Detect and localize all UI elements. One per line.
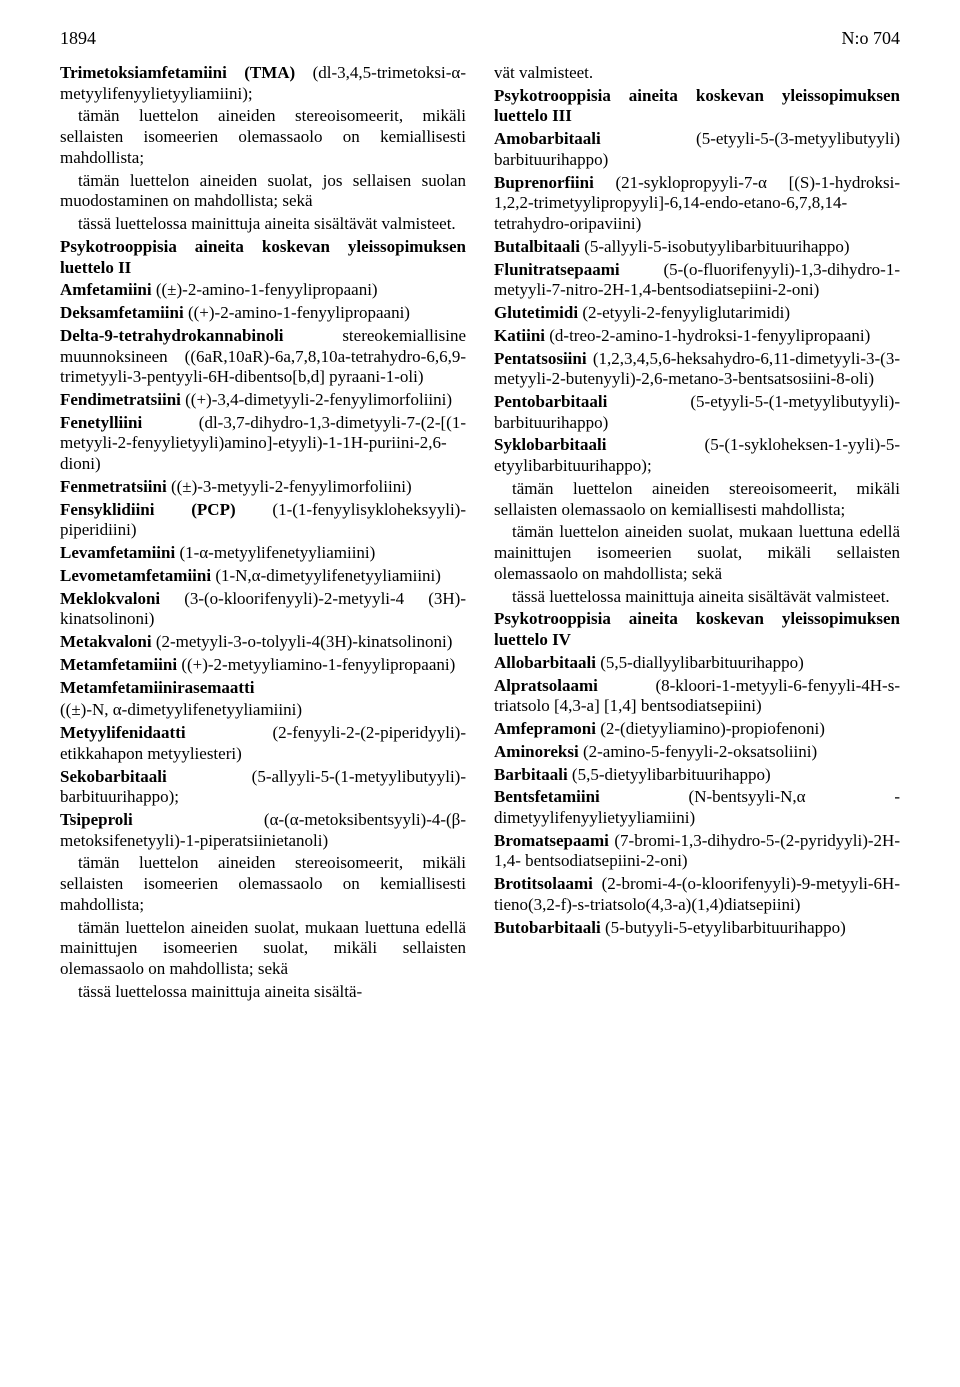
two-column-body: Trimetoksiamfetamiini (TMA) (dl-3,4,5-tr… [60,63,900,1005]
intro-line: tämän luettelon aineiden suolat, jos sel… [60,171,466,212]
list-item: Meklokvaloni (3-(o-kloorifenyyli)-2-mety… [60,589,466,630]
list-item: Fenetylliini (dl-3,7-dihydro-1,3-dimetyy… [60,413,466,475]
list-item: Amobarbitaali (5-etyyli-5-(3-metyylibuty… [494,129,900,170]
list-item: Metakvaloni (2-metyyli-3-o-tolyyli-4(3H)… [60,632,466,653]
list-item: Alpratsolaami (8-kloori-1-metyyli-6-feny… [494,676,900,717]
list-item: Pentobarbitaali (5-etyyli-5-(1-metyylibu… [494,392,900,433]
list-item: Butalbitaali (5-allyyli-5-isobutyylibarb… [494,237,900,258]
continuation-line: vät valmisteet. [494,63,900,84]
list-item: Katiini (d-treo-2-amino-1-hydroksi-1-fen… [494,326,900,347]
list-item: Metamfetamiinirasemaatti [60,678,466,699]
list-item: Metyylifenidaatti (2-fenyyli-2-(2-piperi… [60,723,466,764]
list-item: tässä luettelossa mainittuja aineita sis… [494,587,900,608]
list-item: tässä luettelossa mainittuja aineita sis… [60,982,466,1003]
intro-line: Trimetoksiamfetamiini (TMA) (dl-3,4,5-tr… [60,63,466,104]
list-item: tämän luettelon aineiden suolat, mukaan … [494,522,900,584]
list-item: Deksamfetamiini ((+)-2-amino-1-fenyylipr… [60,303,466,324]
list-item: Amfetamiini ((±)-2-amino-1-fenyylipropaa… [60,280,466,301]
list-item: Delta-9-tetrahydrokannabinoli stereokemi… [60,326,466,388]
page-number: 1894 [60,28,96,49]
list-item: Allobarbitaali (5,5-diallyylibarbituurih… [494,653,900,674]
list-item: ((±)-N, α-dimetyylifenetyyliamiini) [60,700,466,721]
intro-line: tämän luettelon aineiden stereoisomeerit… [60,106,466,168]
list-item: Fenmetratsiini ((±)-3-metyyli-2-fenyylim… [60,477,466,498]
page-header: 1894 N:o 704 [60,28,900,49]
list-item: Flunitratsepaami (5-(o-fluorifenyyli)-1,… [494,260,900,301]
list-item: Metamfetamiini ((+)-2-metyyliamino-1-fen… [60,655,466,676]
list-item: Fendimetratsiini ((+)-3,4-dimetyyli-2-fe… [60,390,466,411]
section-heading-ii: Psykotrooppisia aineita koskevan yleisso… [60,237,466,278]
list-item: Amfepramoni (2-(dietyyliamino)-propiofen… [494,719,900,740]
list-item: Levometamfetamiini (1-N,α-dimetyylifenet… [60,566,466,587]
list-item: tämän luettelon aineiden suolat, mukaan … [60,918,466,980]
list-item: Tsipeproli (α-(α-metoksibentsyyli)-4-(β-… [60,810,466,851]
list-item: Pentatsosiini (1,2,3,4,5,6-heksahydro-6,… [494,349,900,390]
list-item: Syklobarbitaali (5-(1-sykloheksen-1-yyli… [494,435,900,476]
list-item: Brotitsolaami (2-bromi-4-(o-kloorifenyyl… [494,874,900,915]
list-item: tämän luettelon aineiden stereoisomeerit… [494,479,900,520]
list-item: Bentsfetamiini (N-bentsyyli-N,α -dimetyy… [494,787,900,828]
list-item: Bromatsepaami (7-bromi-1,3-dihydro-5-(2-… [494,831,900,872]
left-column: Trimetoksiamfetamiini (TMA) (dl-3,4,5-tr… [60,63,466,1005]
list-item: Fensyklidiini (PCP) (1-(1-fenyylisyklohe… [60,500,466,541]
list-item: Glutetimidi (2-etyyli-2-fenyyliglutarimi… [494,303,900,324]
list-item: Levamfetamiini (1-α-metyylifenetyyliamii… [60,543,466,564]
list-item: Aminoreksi (2-amino-5-fenyyli-2-oksatsol… [494,742,900,763]
doc-number: N:o 704 [842,28,901,49]
right-column: vät valmisteet. Psykotrooppisia aineita … [494,63,900,1005]
list-item: Butobarbitaali (5-butyyli-5-etyylibarbit… [494,918,900,939]
list-item: Sekobarbitaali (5-allyyli-5-(1-metyylibu… [60,767,466,808]
intro-line: tässä luettelossa mainittuja aineita sis… [60,214,466,235]
list-item: Buprenorfiini (21-syklopropyyli-7-α [(S)… [494,173,900,235]
list-item: tämän luettelon aineiden stereoisomeerit… [60,853,466,915]
section-heading-iv: Psykotrooppisia aineita koskevan yleisso… [494,609,900,650]
section-heading-iii: Psykotrooppisia aineita koskevan yleisso… [494,86,900,127]
list-item: Barbitaali (5,5-dietyylibarbituurihappo) [494,765,900,786]
